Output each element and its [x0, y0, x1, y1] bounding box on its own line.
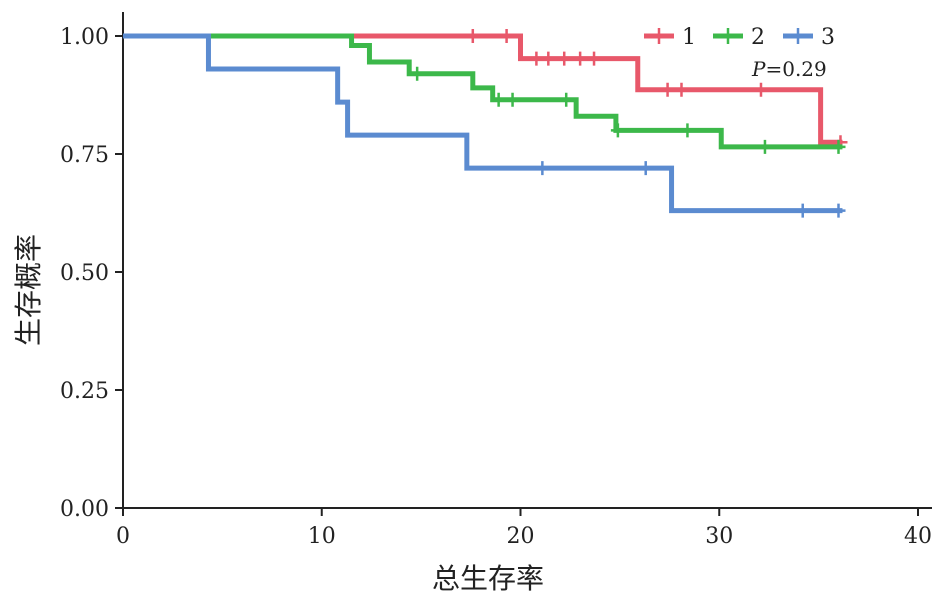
censor-mark	[831, 203, 846, 218]
censor-mark	[757, 139, 772, 154]
x-tick-label: 10	[308, 524, 336, 549]
p-value: =0.29	[765, 57, 826, 81]
y-tick-label: 0.25	[60, 379, 109, 404]
censor-mark	[753, 82, 768, 97]
legend: 1 2 3	[644, 25, 835, 50]
censor-mark	[795, 203, 810, 218]
censor-mark	[535, 161, 550, 176]
censor-mark	[559, 92, 574, 107]
censor-mark	[680, 123, 695, 138]
series-1	[123, 29, 848, 150]
p-value-annotation: P=0.29	[751, 57, 827, 81]
series-layer	[123, 29, 848, 218]
y-tick-label: 0.75	[60, 143, 109, 168]
x-axis-title: 总生存率	[432, 562, 544, 595]
x-tick-label: 30	[705, 524, 733, 549]
y-tick-label: 0.50	[60, 261, 109, 286]
censor-mark	[610, 123, 625, 138]
censor-mark	[674, 82, 689, 97]
censor-mark	[529, 51, 544, 66]
censor-mark	[587, 51, 602, 66]
censor-mark	[831, 139, 846, 154]
censor-mark	[465, 29, 480, 43]
censor-mark	[499, 29, 514, 43]
survival-curve	[123, 33, 843, 214]
series-3	[123, 33, 846, 218]
y-tick-label: 1.00	[60, 25, 109, 50]
censor-mark	[573, 51, 588, 66]
survival-curve	[123, 33, 843, 150]
censor-mark	[660, 82, 675, 97]
p-symbol: P	[751, 57, 766, 81]
censor-mark	[541, 51, 556, 66]
legend-label: 3	[821, 25, 835, 50]
x-tick-label: 20	[507, 524, 535, 549]
survival-curve	[123, 33, 843, 145]
censor-mark	[638, 161, 653, 176]
censor-mark	[410, 66, 425, 81]
series-2	[123, 33, 846, 154]
x-tick-label: 40	[904, 524, 932, 549]
legend-label: 2	[751, 25, 765, 50]
censor-mark	[491, 92, 506, 107]
axes-group: 0.00 0.25 0.50 0.75 1.00 0 10 20 30 40	[60, 12, 932, 549]
x-tick-label: 0	[116, 524, 130, 549]
y-tick-label: 0.00	[60, 497, 109, 522]
censor-mark	[505, 92, 520, 107]
censor-mark	[557, 51, 572, 66]
legend-label: 1	[682, 25, 696, 50]
y-axis-title: 生存概率	[12, 234, 45, 346]
